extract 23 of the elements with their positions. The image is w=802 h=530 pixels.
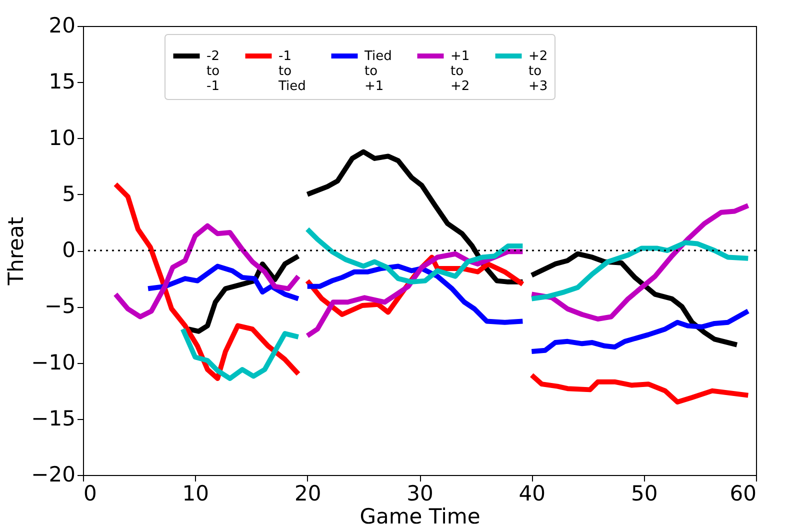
y-axis-title: Threat bbox=[4, 216, 28, 286]
x-tick-label: 50 bbox=[630, 482, 658, 506]
y-tick-label: 20 bbox=[48, 14, 76, 38]
y-tick-label: −5 bbox=[44, 294, 76, 318]
x-tick-label: 10 bbox=[182, 482, 210, 506]
y-tick-label: 15 bbox=[48, 70, 76, 94]
legend-label: +2 to +3 bbox=[528, 49, 548, 94]
y-tick-label: 0 bbox=[62, 238, 76, 262]
y-tick-label: −15 bbox=[31, 406, 76, 430]
x-tick-label: 0 bbox=[84, 482, 97, 506]
x-tick-label: 60 bbox=[730, 482, 756, 506]
x-tick-label: 30 bbox=[406, 482, 434, 506]
legend-label: -2 to -1 bbox=[206, 49, 220, 94]
y-tick-label: 10 bbox=[48, 126, 76, 150]
x-axis-title: Game Time bbox=[360, 504, 480, 528]
legend-label: -1 to Tied bbox=[278, 49, 306, 94]
y-tick-label: −20 bbox=[31, 462, 76, 486]
legend-label: Tied to +1 bbox=[364, 49, 392, 94]
x-tick-label: 20 bbox=[294, 482, 322, 506]
y-tick-label: −10 bbox=[31, 350, 76, 374]
y-tick-label: 5 bbox=[62, 182, 76, 206]
legend-label: +1 to +2 bbox=[450, 49, 470, 94]
x-tick-label: 40 bbox=[518, 482, 546, 506]
